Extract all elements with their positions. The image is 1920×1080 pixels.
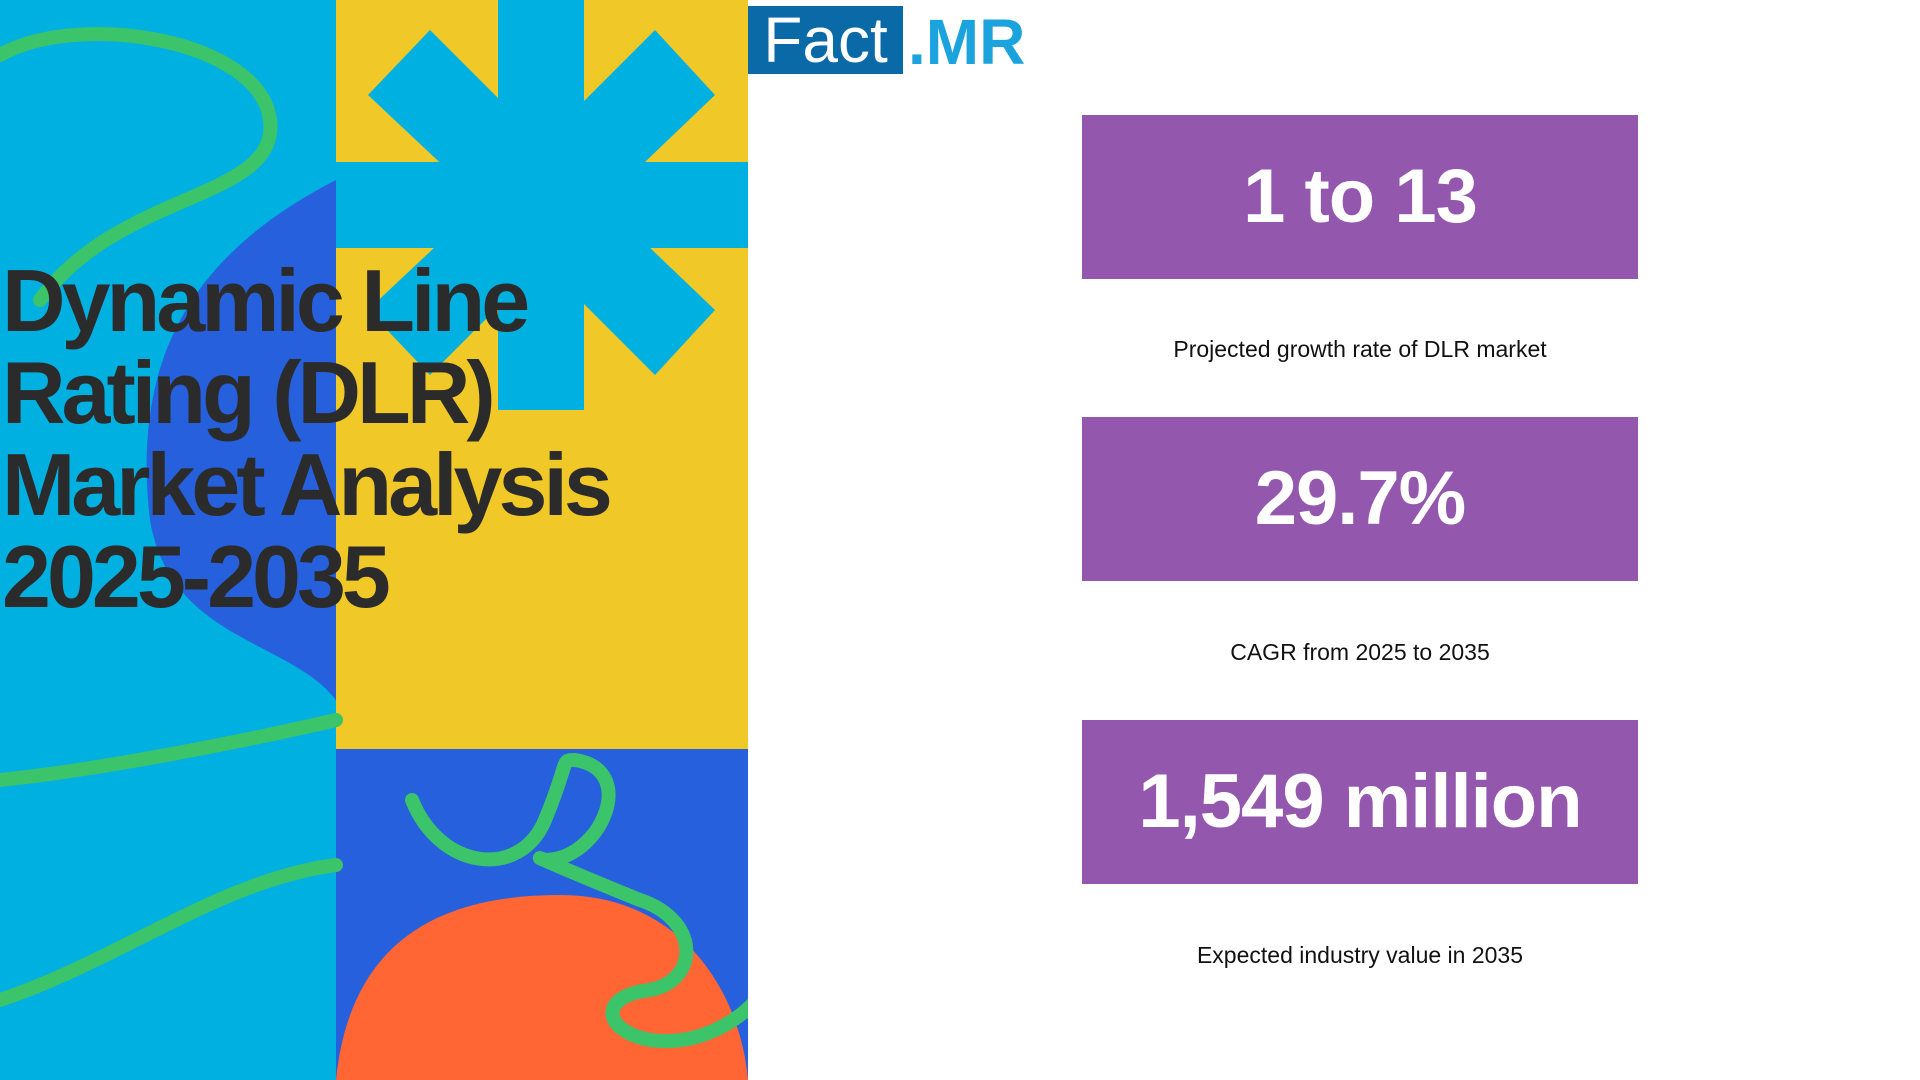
blue-blob: [146, 180, 336, 700]
title-line: Dynamic Line: [2, 251, 530, 350]
stat-value: 1,549 million: [1082, 720, 1638, 884]
stat-caption: Expected industry value in 2035: [1196, 942, 1524, 968]
title-line: Rating (DLR): [2, 343, 496, 442]
asterisk-shape: [336, 0, 748, 410]
title: Dynamic Line Rating (DLR) Market Analysi…: [2, 251, 613, 626]
stat-caption: Projected growth rate of DLR market: [1173, 336, 1547, 362]
title-line: Market Analysis: [2, 435, 613, 534]
title-line: 2025-2035: [2, 527, 391, 626]
logo-mr: .MR: [908, 6, 1026, 78]
stat-value: 1 to 13: [1082, 115, 1638, 279]
decorative-art: [0, 0, 748, 1080]
stat-caption: CAGR from 2025 to 2035: [1230, 639, 1490, 665]
green-squiggles: [0, 27, 748, 1049]
stat-value: 29.7%: [1082, 417, 1638, 581]
logo-fact: Fact: [748, 6, 903, 74]
